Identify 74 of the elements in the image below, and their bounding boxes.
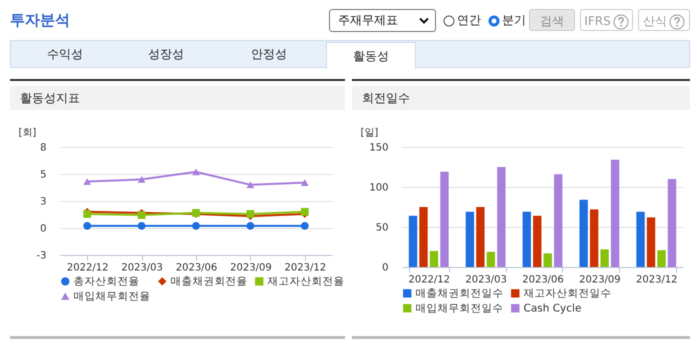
point <box>246 222 254 230</box>
y-tick-label: 3 <box>40 196 46 208</box>
x-tick-label: 2023/09 <box>579 274 621 286</box>
y-tick-label: 0 <box>40 224 46 234</box>
bar <box>657 250 666 267</box>
legend-label: 재고자산회전일수 <box>524 287 612 300</box>
y-axis-title: [회] <box>18 128 36 138</box>
bar <box>430 251 438 267</box>
y-tick-label: 50 <box>376 222 388 234</box>
text: 수익성 <box>46 46 84 63</box>
y-tick-label: -3 <box>36 250 46 262</box>
text: 검색 <box>529 9 575 31</box>
bar <box>646 217 656 267</box>
point <box>83 210 92 218</box>
chart-title: 활동성지표 <box>10 86 345 110</box>
x-tick-label: 2023/03 <box>465 274 507 286</box>
bar <box>408 216 418 267</box>
x-tick-label: 2023/06 <box>176 262 218 274</box>
bar <box>610 160 620 267</box>
text: 연간 <box>456 12 481 29</box>
text: 투자분석 <box>10 11 70 30</box>
bar <box>486 252 496 267</box>
legend-label: 매입채무회전일수 <box>416 302 504 314</box>
bar <box>590 209 598 267</box>
point <box>192 168 200 176</box>
bar <box>522 212 531 267</box>
y-axis-title: [일] <box>360 128 378 138</box>
point <box>246 181 254 188</box>
text: IFRS <box>580 9 633 31</box>
point <box>83 222 92 230</box>
y-tick-label: 100 <box>369 182 388 194</box>
bar <box>544 253 552 267</box>
legend-label: 총자산회전율 <box>74 275 140 288</box>
text: 성장성 <box>147 46 185 63</box>
bar <box>600 249 609 267</box>
x-tick-label: 2023/09 <box>230 262 272 274</box>
legend-label: 매출채권회전율 <box>170 275 248 288</box>
point <box>300 222 309 230</box>
bar <box>554 174 562 267</box>
bar <box>668 179 676 267</box>
point <box>138 222 146 230</box>
point <box>300 208 309 216</box>
y-tick-label: 5 <box>40 170 46 180</box>
text: 안정성 <box>250 46 288 63</box>
x-tick-label: 2022/12 <box>408 274 450 286</box>
legend-label: 매출채권회전일수 <box>416 287 504 300</box>
x-tick-label: 2023/12 <box>284 262 326 274</box>
bar <box>636 212 645 267</box>
point <box>83 178 92 185</box>
y-tick-label: 150 <box>369 142 388 154</box>
bar <box>533 216 542 267</box>
x-tick-label: 2022/12 <box>66 262 108 274</box>
x-tick-label: 2023/03 <box>121 262 163 274</box>
x-tick-label: 2023/12 <box>636 274 678 286</box>
point <box>300 179 309 186</box>
y-tick-label: 8 <box>40 142 46 154</box>
text: 활동성 <box>326 42 416 69</box>
legend-label: 재고자산회전율 <box>268 275 344 288</box>
legend-label: 매입채무회전율 <box>74 290 150 302</box>
bar <box>466 212 474 267</box>
y-tick-label: 0 <box>382 262 388 274</box>
bar <box>419 207 428 267</box>
bar <box>476 207 485 267</box>
text: 분기 <box>501 12 526 29</box>
point <box>138 176 146 183</box>
point <box>192 222 200 230</box>
bar <box>497 167 506 267</box>
bar <box>579 200 588 267</box>
chart-title: 회전일수 <box>352 86 690 110</box>
text: 주재무제표 <box>329 9 436 32</box>
legend-label: Cash Cycle <box>524 302 582 314</box>
x-tick-label: 2023/06 <box>522 274 564 286</box>
text: 산식 <box>638 9 690 31</box>
bar <box>440 172 449 267</box>
